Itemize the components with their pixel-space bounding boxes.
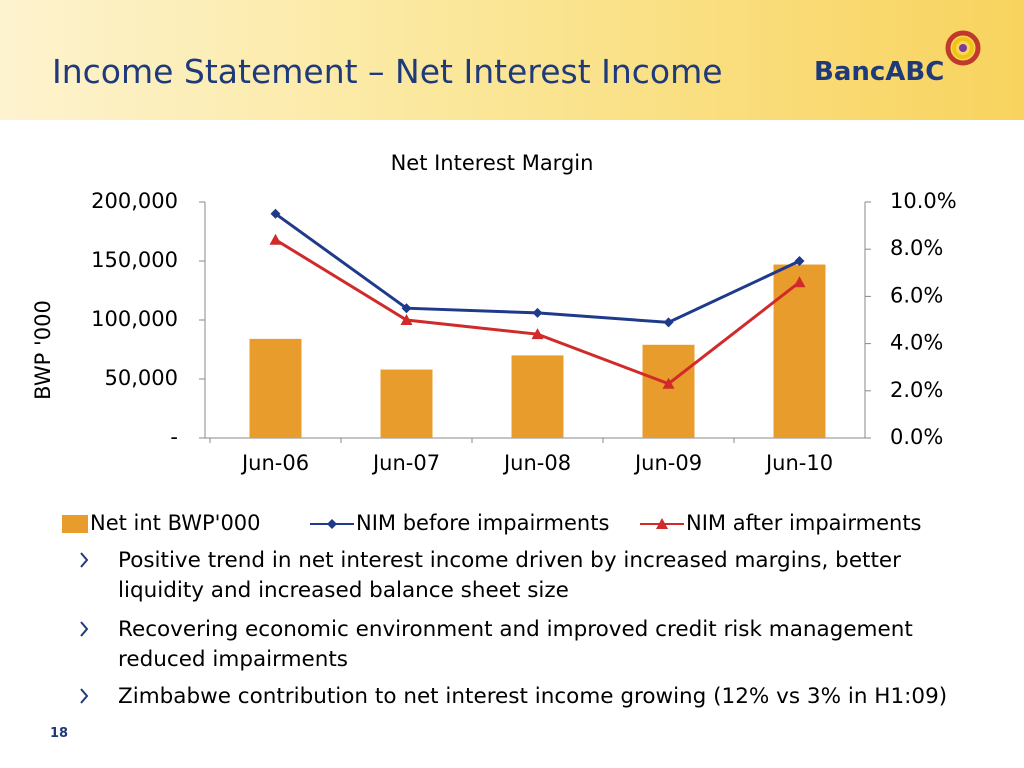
line — [274, 212, 801, 324]
y2-tick-label: 0.0% — [890, 425, 943, 449]
bullet-text: Recovering economic environment and impr… — [118, 617, 913, 672]
legend-label: NIM before impairments — [356, 511, 609, 535]
marker — [401, 303, 412, 314]
y-tick-label: 150,000 — [91, 248, 178, 272]
y2-tick-label: 8.0% — [890, 236, 943, 260]
slide-title: Income Statement – Net Interest Income — [52, 52, 723, 91]
y-tick-label: 100,000 — [91, 307, 178, 331]
chart-title: Net Interest Margin — [391, 151, 594, 175]
y-tick-label: 200,000 — [91, 189, 178, 213]
marker — [662, 377, 675, 389]
logo: BancABC — [814, 30, 981, 87]
bullet-text: Zimbabwe contribution to net interest in… — [118, 684, 948, 709]
marker — [531, 328, 544, 340]
logo-dot — [959, 44, 967, 52]
marker — [794, 256, 805, 266]
marker — [327, 519, 337, 529]
marker — [793, 276, 806, 288]
bar — [773, 264, 826, 438]
page-number: 18 — [50, 726, 69, 741]
x-tick-label: Jun-08 — [502, 451, 571, 475]
legend-swatch — [62, 515, 88, 533]
bullet-text: Positive trend in net interest income dr… — [118, 548, 901, 603]
marker — [270, 208, 281, 219]
bullet-icon — [80, 552, 89, 568]
x-tick-label: Jun-07 — [371, 451, 440, 475]
bar — [642, 344, 695, 438]
x-tick-label: Jun-10 — [764, 451, 833, 475]
chart: Net Interest Margin BWP '000 - 50,000 100,… — [31, 151, 957, 535]
y2-tick-label: 4.0% — [890, 331, 943, 355]
bullet-icon — [80, 688, 89, 704]
legend-label: Net int BWP'000 — [90, 511, 261, 535]
bar — [249, 338, 302, 438]
bullet-icon — [80, 621, 89, 637]
marker — [663, 317, 674, 328]
x-tick-label: Jun-09 — [633, 451, 702, 475]
x-tick-label: Jun-06 — [240, 451, 309, 475]
logo-text: BancABC — [814, 57, 944, 87]
logo-ring — [952, 37, 974, 59]
bar — [511, 355, 564, 438]
marker — [400, 314, 413, 325]
marker — [269, 233, 282, 245]
y2-tick-label: 2.0% — [890, 378, 943, 402]
marker — [656, 518, 668, 529]
marker — [532, 307, 543, 318]
header: Income Statement – Net Interest Income B… — [0, 0, 1024, 120]
legend-label: NIM after impairments — [686, 511, 922, 535]
y-tick-label: 50,000 — [105, 366, 178, 390]
y-axis-label: BWP '000 — [31, 300, 55, 400]
logo-ring — [945, 30, 981, 66]
y2-tick-label: 6.0% — [890, 283, 943, 307]
bar — [380, 369, 433, 438]
y-tick-label: - — [170, 425, 178, 449]
y2-tick-label: 10.0% — [890, 189, 957, 213]
